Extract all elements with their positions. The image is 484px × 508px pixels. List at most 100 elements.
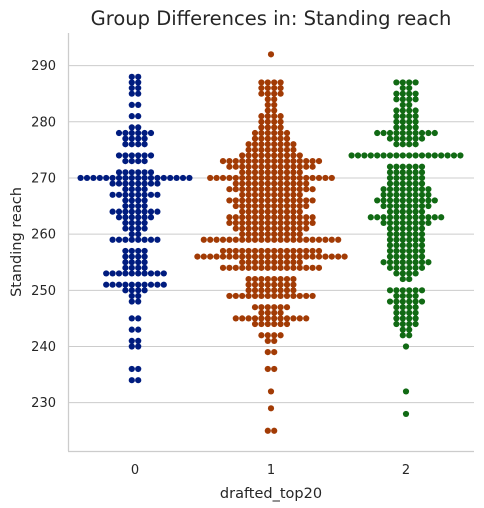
data-point bbox=[251, 202, 259, 210]
data-point bbox=[141, 129, 148, 137]
data-point bbox=[245, 275, 252, 283]
data-point bbox=[393, 270, 400, 277]
data-point bbox=[399, 219, 406, 226]
data-point bbox=[271, 275, 278, 283]
data-point bbox=[406, 84, 413, 92]
data-point bbox=[277, 219, 284, 226]
data-point bbox=[412, 219, 419, 226]
data-point bbox=[245, 146, 252, 153]
data-point bbox=[128, 253, 135, 260]
data-point bbox=[277, 259, 284, 266]
data-point bbox=[399, 259, 406, 266]
data-point bbox=[277, 236, 284, 243]
data-point bbox=[251, 135, 259, 142]
data-point bbox=[258, 264, 265, 271]
data-point bbox=[393, 214, 400, 221]
data-point bbox=[406, 247, 413, 255]
data-point bbox=[393, 304, 400, 311]
data-point bbox=[303, 186, 310, 193]
data-point bbox=[418, 253, 426, 260]
data-point bbox=[380, 259, 387, 266]
data-point bbox=[457, 152, 464, 159]
data-point bbox=[128, 264, 135, 271]
data-point bbox=[393, 287, 400, 294]
data-point bbox=[296, 236, 303, 243]
data-point bbox=[418, 129, 426, 137]
data-point bbox=[226, 158, 233, 165]
data-point bbox=[277, 197, 284, 204]
data-point bbox=[245, 174, 252, 182]
data-point bbox=[103, 281, 110, 288]
data-point bbox=[245, 163, 252, 170]
data-point bbox=[283, 174, 291, 182]
data-point bbox=[239, 292, 246, 300]
data-point bbox=[315, 236, 323, 243]
data-point bbox=[226, 163, 233, 170]
data-point bbox=[303, 214, 310, 221]
data-point bbox=[393, 236, 400, 243]
data-point bbox=[128, 197, 135, 204]
data-point bbox=[277, 169, 284, 176]
data-point bbox=[271, 197, 278, 204]
data-point bbox=[290, 141, 297, 148]
data-point bbox=[271, 219, 278, 226]
data-point bbox=[141, 202, 148, 210]
data-point bbox=[406, 292, 413, 300]
data-point bbox=[296, 180, 303, 187]
data-point bbox=[399, 101, 406, 109]
data-point bbox=[406, 208, 413, 215]
data-point bbox=[303, 315, 310, 322]
data-point bbox=[418, 197, 426, 204]
data-point bbox=[258, 186, 265, 193]
data-point bbox=[226, 264, 233, 271]
data-point bbox=[122, 186, 129, 193]
data-point bbox=[154, 191, 161, 198]
data-point bbox=[147, 152, 155, 159]
data-point bbox=[386, 219, 394, 226]
data-point bbox=[219, 253, 227, 260]
data-point bbox=[251, 304, 259, 311]
data-point bbox=[271, 337, 278, 344]
data-point bbox=[258, 152, 265, 159]
data-point bbox=[386, 186, 394, 193]
data-point bbox=[264, 79, 271, 86]
data-point bbox=[232, 163, 239, 170]
data-point bbox=[271, 96, 278, 103]
data-point bbox=[406, 197, 413, 204]
data-point bbox=[309, 236, 316, 243]
data-point bbox=[232, 253, 239, 260]
data-point bbox=[399, 191, 406, 198]
data-point bbox=[271, 365, 278, 373]
data-point bbox=[393, 298, 400, 305]
data-point bbox=[418, 191, 426, 198]
data-point bbox=[412, 197, 419, 204]
y-tick-label: 230 bbox=[31, 396, 56, 411]
data-point bbox=[232, 225, 239, 232]
data-point bbox=[258, 208, 265, 215]
data-point bbox=[251, 264, 259, 271]
data-point bbox=[135, 84, 142, 92]
data-point bbox=[271, 264, 278, 271]
data-point bbox=[271, 247, 278, 255]
data-point bbox=[393, 90, 400, 97]
data-point bbox=[406, 202, 413, 210]
data-point bbox=[141, 135, 148, 142]
data-point bbox=[425, 191, 432, 198]
data-point bbox=[271, 236, 278, 243]
data-point bbox=[277, 113, 284, 120]
data-point bbox=[277, 231, 284, 238]
data-point bbox=[277, 332, 284, 339]
data-point bbox=[399, 253, 406, 260]
data-point bbox=[128, 225, 135, 232]
data-point bbox=[251, 253, 259, 260]
data-point bbox=[128, 292, 135, 300]
data-point bbox=[258, 214, 265, 221]
data-point bbox=[431, 197, 438, 204]
data-point bbox=[271, 287, 278, 294]
data-point bbox=[386, 264, 394, 271]
data-point bbox=[406, 304, 413, 311]
data-point bbox=[141, 169, 148, 176]
data-point bbox=[267, 51, 275, 58]
data-point bbox=[406, 180, 413, 187]
data-point bbox=[147, 191, 155, 198]
